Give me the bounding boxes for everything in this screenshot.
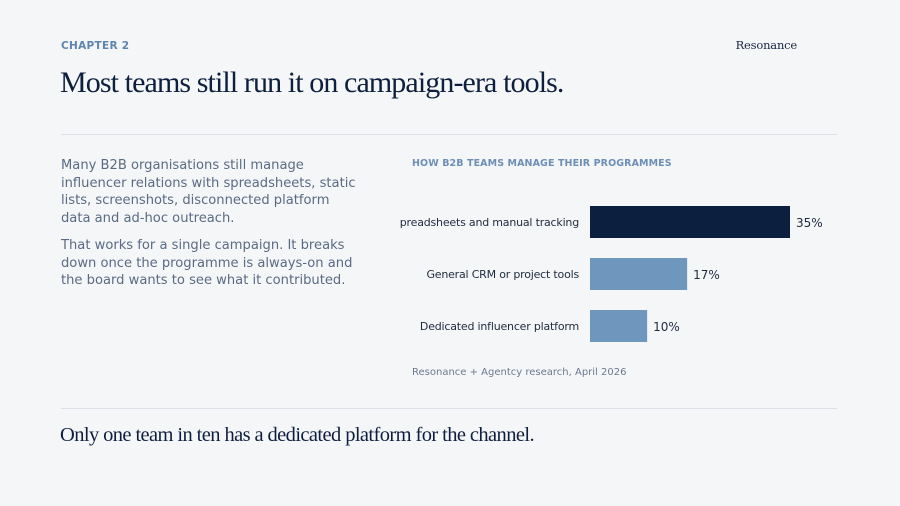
bar <box>590 258 688 290</box>
bar <box>590 206 790 238</box>
bottom-divider <box>61 408 837 409</box>
category-label: Dedicated influencer platform <box>420 320 579 333</box>
page-title: Most teams still run it on campaign-era … <box>60 66 564 99</box>
takeaway-text: Only one team in ten has a dedicated pla… <box>60 424 535 446</box>
value-label: 17% <box>693 268 720 282</box>
body-copy: Many B2B organisations still manage infl… <box>61 157 356 300</box>
chapter-label: CHAPTER 2 <box>61 40 130 52</box>
bar <box>590 310 648 342</box>
top-divider <box>61 134 837 135</box>
bar-chart: Spreadsheets and manual tracking 35% Gener… <box>400 206 823 342</box>
chart-source: Resonance + Agentcy research, April 2026 <box>412 367 627 378</box>
value-label: 35% <box>796 216 823 230</box>
category-label: Spreadsheets and manual tracking <box>400 216 579 229</box>
body-paragraph: That works for a single campaign. It bre… <box>61 238 353 288</box>
chart-title: HOW B2B TEAMS MANAGE THEIR PROGRAMMES <box>412 158 672 169</box>
brand-logo: Resonance <box>735 38 798 52</box>
value-label: 10% <box>653 320 680 334</box>
body-paragraph: Many B2B organisations still manage infl… <box>61 158 356 226</box>
category-label: General CRM or project tools <box>426 268 579 281</box>
